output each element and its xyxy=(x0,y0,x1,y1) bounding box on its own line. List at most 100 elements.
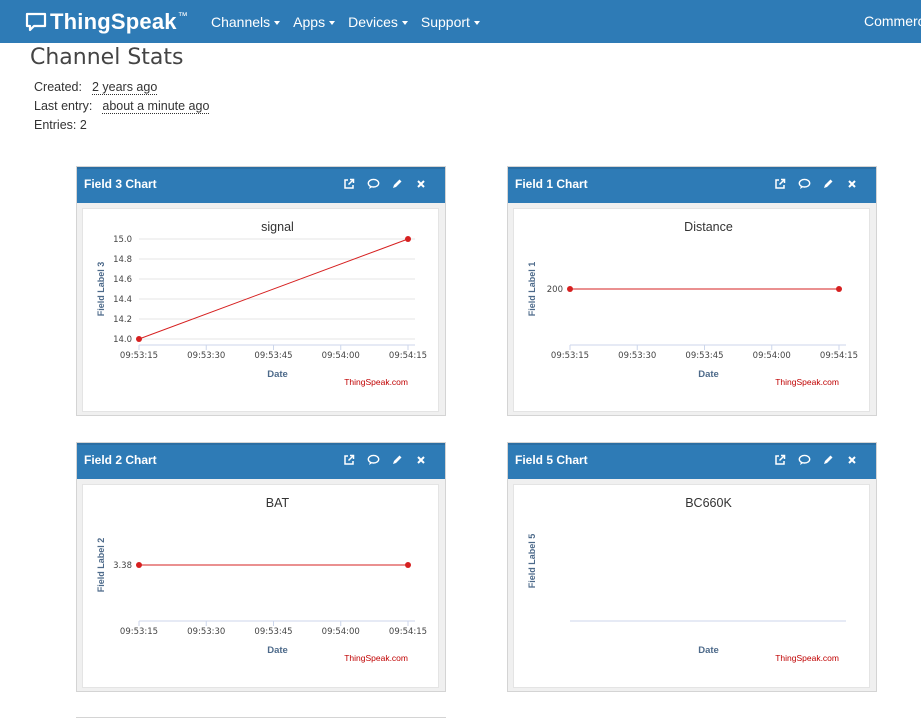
stat-entries: Entries: 2 xyxy=(34,118,87,132)
panel-actions xyxy=(766,454,862,470)
stat-last-entry: Last entry: about a minute ago xyxy=(34,99,210,114)
close-icon[interactable] xyxy=(846,454,862,470)
chart-credit: ThingSpeak.com xyxy=(344,377,408,387)
nav-item-label: Devices xyxy=(348,13,398,30)
x-tick-label: 09:53:45 xyxy=(685,351,723,361)
y-axis-label: Field Label 1 xyxy=(527,262,537,317)
chart-svg: Distance Field Label 1 Date ThingSpeak.com 0… xyxy=(527,220,858,387)
nav-item-label: Support xyxy=(420,13,470,30)
nav-commercial-link[interactable]: Commercia xyxy=(864,13,921,29)
thingspeak-logo[interactable]: ThingSpeak ™ xyxy=(25,9,188,34)
y-axis-label: Field Label 3 xyxy=(96,262,106,317)
x-axis-label: Date xyxy=(267,369,288,380)
nav-item-label: Channels xyxy=(211,13,271,30)
nav-item-label: Apps xyxy=(293,13,326,30)
chart-credit: ThingSpeak.com xyxy=(775,653,839,663)
panel-title: Field 5 Chart xyxy=(515,453,588,467)
field-1-chart-panel: Field 1 Chart Distance Field Label 1 Date Th… xyxy=(507,166,877,416)
x-tick-label: 09:53:15 xyxy=(120,351,158,361)
chart-title: BAT xyxy=(266,496,290,510)
panel-header: Field 3 Chart xyxy=(77,167,445,203)
y-tick-label: 200 xyxy=(547,285,563,295)
chart-svg: BC660K Field Label 5 Date ThingSpeak.com xyxy=(527,496,846,663)
stat-created: Created: 2 years ago xyxy=(34,80,158,95)
x-axis-label: Date xyxy=(267,645,288,656)
field-5-chart-panel: Field 5 Chart BC660K Field Label 5 Date Thin… xyxy=(507,442,877,692)
series-line xyxy=(138,238,409,340)
chart-title: BC660K xyxy=(685,496,732,510)
logo-trademark: ™ xyxy=(177,10,188,22)
x-tick-label: 09:54:00 xyxy=(322,627,360,637)
nav-channels-menu[interactable]: Channels xyxy=(211,13,281,30)
nav-apps-menu[interactable]: Apps xyxy=(293,13,336,30)
external-link-icon[interactable] xyxy=(343,178,359,194)
y-tick-label: 14.2 xyxy=(113,315,132,325)
data-point[interactable] xyxy=(136,562,142,568)
x-tick-label: 09:54:00 xyxy=(753,351,791,361)
y-tick-label: 15.0 xyxy=(113,235,132,245)
field-3-chart-panel: Field 3 Chart signal Field Label 3 Date Thin… xyxy=(76,166,446,416)
logo-text: ThingSpeak xyxy=(50,9,177,34)
close-icon[interactable] xyxy=(415,454,431,470)
external-link-icon[interactable] xyxy=(343,454,359,470)
chart-area: Distance Field Label 1 Date ThingSpeak.com 0… xyxy=(513,208,870,412)
pencil-icon[interactable] xyxy=(822,454,838,470)
next-panel-edge xyxy=(76,717,446,722)
y-tick-label: 14.0 xyxy=(113,335,132,345)
close-icon[interactable] xyxy=(846,178,862,194)
x-axis-label: Date xyxy=(698,369,719,380)
stat-last-entry-label: Last entry: xyxy=(34,99,93,113)
chart-credit: ThingSpeak.com xyxy=(344,653,408,663)
panel-header: Field 1 Chart xyxy=(508,167,876,203)
field-2-chart-panel: Field 2 Chart BAT Field Label 2 Date ThingSp… xyxy=(76,442,446,692)
panel-actions xyxy=(335,454,431,470)
x-tick-label: 09:53:45 xyxy=(254,627,292,637)
y-tick-label: 14.4 xyxy=(113,295,132,305)
panel-title: Field 1 Chart xyxy=(515,177,588,191)
panel-title: Field 3 Chart xyxy=(84,177,157,191)
chart-area: signal Field Label 3 Date ThingSpeak.com 09:… xyxy=(82,208,439,412)
stat-last-entry-value: about a minute ago xyxy=(102,99,210,114)
external-link-icon[interactable] xyxy=(774,454,790,470)
caret-down-icon xyxy=(401,20,408,25)
comment-icon[interactable] xyxy=(798,178,814,194)
comment-icon[interactable] xyxy=(798,454,814,470)
data-point[interactable] xyxy=(405,562,411,568)
comment-icon[interactable] xyxy=(367,178,383,194)
data-point[interactable] xyxy=(836,286,842,292)
x-tick-label: 09:54:15 xyxy=(389,627,427,637)
chat-bubble-logo-icon xyxy=(25,11,47,33)
caret-down-icon xyxy=(274,20,281,25)
chart-title: signal xyxy=(261,220,294,234)
chart-credit: ThingSpeak.com xyxy=(775,377,839,387)
main-nav: Channels Apps Devices Support xyxy=(211,0,493,43)
x-tick-label: 09:53:45 xyxy=(254,351,292,361)
close-icon[interactable] xyxy=(415,178,431,194)
x-tick-label: 09:53:15 xyxy=(551,351,589,361)
pencil-icon[interactable] xyxy=(822,178,838,194)
data-point[interactable] xyxy=(567,286,573,292)
comment-icon[interactable] xyxy=(367,454,383,470)
x-tick-label: 09:53:30 xyxy=(618,351,656,361)
x-tick-label: 09:54:00 xyxy=(322,351,360,361)
data-point[interactable] xyxy=(405,236,411,242)
panel-header: Field 5 Chart xyxy=(508,443,876,479)
external-link-icon[interactable] xyxy=(774,178,790,194)
caret-down-icon xyxy=(329,20,336,25)
chart-area: BAT Field Label 2 Date ThingSpeak.com 09:53:… xyxy=(82,484,439,688)
nav-support-menu[interactable]: Support xyxy=(421,14,480,30)
data-point[interactable] xyxy=(136,336,142,342)
y-tick-label: 3.38 xyxy=(113,561,132,571)
panel-title: Field 2 Chart xyxy=(84,453,157,467)
panel-actions xyxy=(766,178,862,194)
chart-title: Distance xyxy=(684,220,733,234)
x-tick-label: 09:53:30 xyxy=(187,351,225,361)
nav-devices-menu[interactable]: Devices xyxy=(348,14,408,30)
y-tick-label: 14.6 xyxy=(113,275,132,285)
pencil-icon[interactable] xyxy=(391,178,407,194)
x-tick-label: 09:53:15 xyxy=(120,627,158,637)
stat-created-value: 2 years ago xyxy=(91,80,158,95)
pencil-icon[interactable] xyxy=(391,454,407,470)
chart-svg: signal Field Label 3 Date ThingSpeak.com 09:… xyxy=(96,220,427,387)
x-tick-label: 09:53:30 xyxy=(187,627,225,637)
